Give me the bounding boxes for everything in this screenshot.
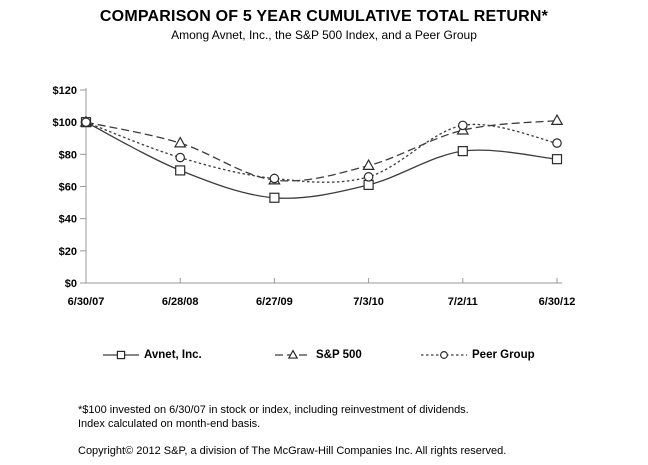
footnote-invested: *$100 invested on 6/30/07 in stock or in… [78,404,469,416]
data-point-avnet-inc [363,179,374,190]
data-point-avnet-inc [457,146,468,157]
data-point-peer-group [363,172,374,182]
circle-line-sample-icon [421,351,467,359]
data-point-peer-group [269,173,280,184]
data-point-peer-group [175,152,185,163]
footnotes: *$100 invested on 6/30/07 in stock or in… [78,403,469,431]
x-tick-label: 6/30/07 [68,296,105,308]
y-tick-label: $120 [53,85,77,97]
series-line-s-p-500 [85,119,558,182]
data-point-s-p-500 [550,113,564,125]
data-point-s-p-500 [362,158,375,170]
x-tick-label: 7/3/10 [353,296,384,308]
square-line-sample-icon [103,350,139,360]
y-tick-label: $60 [59,182,77,194]
series-line-peer-group [85,121,558,183]
series-line-avnet-inc [85,121,558,199]
legend-label-s-p-500: S&P 500 [316,349,362,361]
footnote-basis: Index calculated on month-end basis. [78,418,261,430]
data-point-peer-group [552,138,562,148]
legend-label-avnet-inc: Avnet, Inc. [144,349,202,361]
legend-item-s-p-500: S&P 500 [275,349,362,361]
copyright-line: Copyright© 2012 S&P, a division of The M… [78,445,507,457]
chart-subtitle: Among Avnet, Inc., the S&P 500 Index, an… [171,28,477,42]
data-point-avnet-inc [269,192,280,203]
y-tick-label: $100 [53,117,77,129]
x-tick-label: 6/27/09 [256,296,293,308]
legend-item-peer-group: Peer Group [421,349,535,361]
chart-legend: Avnet, Inc. S&P 500 Peer Group [0,349,648,365]
data-point-avnet-inc [551,154,563,165]
x-tick-label: 6/30/12 [539,296,576,308]
data-point-peer-group [457,120,468,131]
legend-marker-icon [440,351,448,359]
legend-marker-icon [116,350,126,360]
data-point-s-p-500 [173,136,187,148]
chart-title: COMPARISON OF 5 YEAR CUMULATIVE TOTAL RE… [99,8,549,25]
y-tick-label: $80 [59,149,77,161]
x-tick-label: 7/2/11 [448,296,478,308]
y-tick-label: $20 [59,246,77,258]
y-tick-label: $0 [65,278,77,290]
data-point-avnet-inc [175,165,186,176]
data-point-peer-group [81,117,91,127]
y-tick-label: $40 [59,214,77,226]
legend-marker-icon [287,349,299,359]
x-tick-label: 6/28/08 [162,296,199,308]
legend-label-peer-group: Peer Group [472,349,535,361]
triangle-line-sample-icon [275,349,311,359]
legend-item-avnet-inc: Avnet, Inc. [103,349,202,361]
